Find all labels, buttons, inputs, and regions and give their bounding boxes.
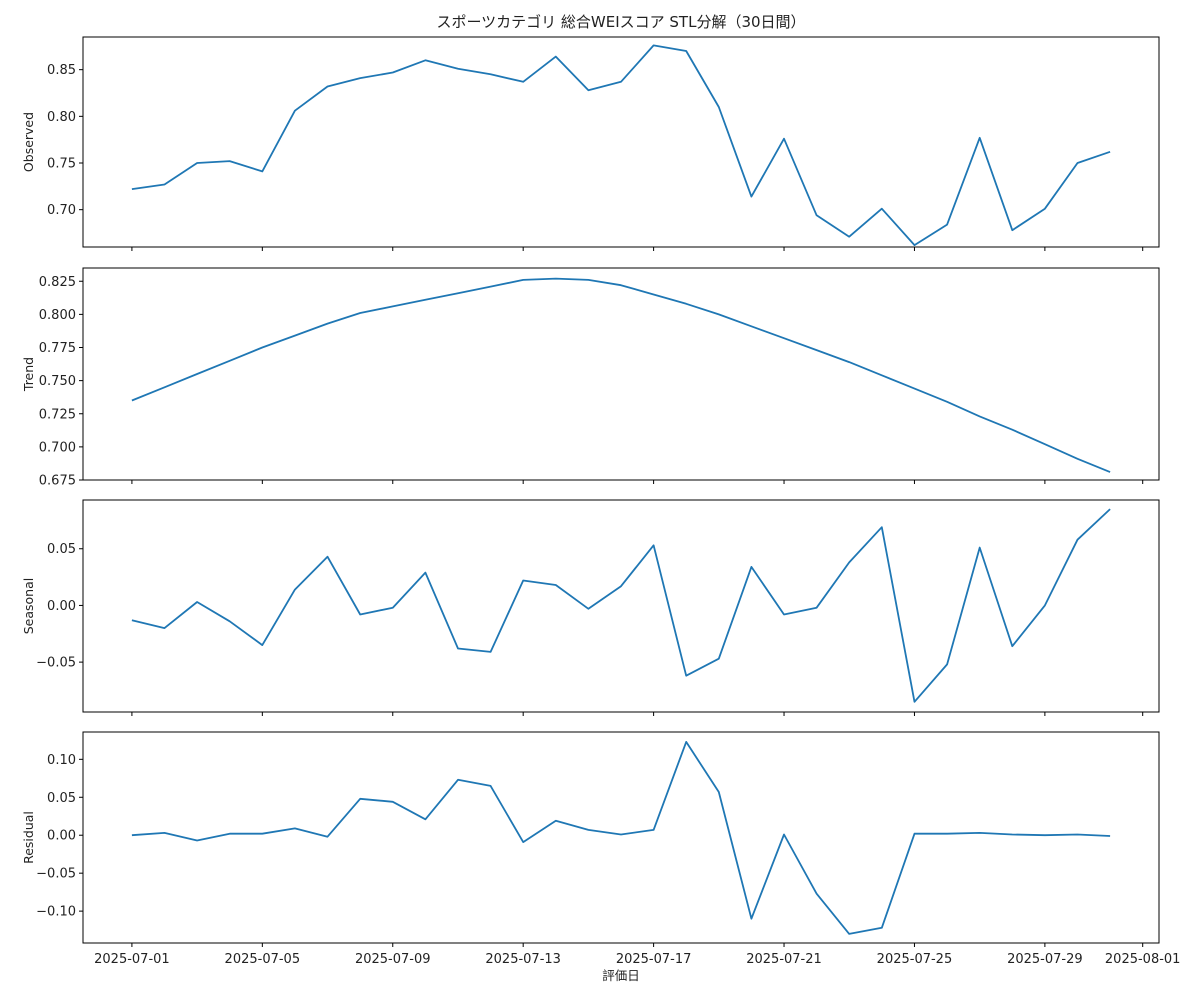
x-tick-label: 2025-07-09 bbox=[355, 952, 431, 967]
trend-y-tick-label: 0.800 bbox=[39, 308, 76, 323]
trend-y-tick-label: 0.675 bbox=[39, 474, 76, 489]
trend-y-tick-label: 0.825 bbox=[39, 275, 76, 290]
x-tick-label: 2025-07-21 bbox=[746, 952, 822, 967]
observed-y-tick-label: 0.80 bbox=[47, 110, 76, 125]
seasonal-y-tick-label: 0.05 bbox=[47, 542, 76, 557]
x-tick-label: 2025-08-01 bbox=[1105, 952, 1181, 967]
observed-y-axis-label: Observed bbox=[21, 112, 36, 172]
x-tick-label: 2025-07-05 bbox=[225, 952, 301, 967]
observed-y-tick-label: 0.70 bbox=[47, 203, 76, 218]
x-axis-label: 評価日 bbox=[602, 968, 640, 983]
observed-panel-frame bbox=[82, 36, 1160, 248]
x-tick-label: 2025-07-01 bbox=[94, 952, 170, 967]
seasonal-y-axis-label: Seasonal bbox=[21, 578, 36, 635]
trend-y-tick-label: 0.750 bbox=[39, 374, 76, 389]
trend-y-tick-label: 0.775 bbox=[39, 341, 76, 356]
residual-y-tick-label: 0.00 bbox=[47, 829, 76, 844]
x-tick-label: 2025-07-17 bbox=[616, 952, 692, 967]
trend-series-line bbox=[131, 277, 1111, 473]
trend-panel-frame bbox=[82, 267, 1160, 481]
x-tick-label: 2025-07-29 bbox=[1007, 952, 1083, 967]
trend-y-tick-label: 0.700 bbox=[39, 440, 76, 455]
residual-y-tick-label: 0.10 bbox=[47, 753, 76, 768]
residual-panel-frame bbox=[82, 731, 1160, 944]
chart-title: スポーツカテゴリ 総合WEIスコア STL分解（30日間） bbox=[436, 13, 805, 31]
residual-y-tick-label: −0.05 bbox=[36, 867, 76, 882]
trend-y-tick-label: 0.725 bbox=[39, 407, 76, 422]
residual-y-tick-label: −0.10 bbox=[36, 905, 76, 920]
trend-y-axis-label: Trend bbox=[21, 357, 36, 392]
residual-y-tick-label: 0.05 bbox=[47, 791, 76, 806]
seasonal-series-line bbox=[131, 508, 1111, 703]
observed-series-line bbox=[131, 44, 1111, 247]
residual-y-axis-label: Residual bbox=[21, 811, 36, 864]
x-tick-label: 2025-07-25 bbox=[877, 952, 953, 967]
x-tick-label: 2025-07-13 bbox=[485, 952, 561, 967]
residual-series-line bbox=[131, 741, 1111, 935]
observed-y-tick-label: 0.75 bbox=[47, 157, 76, 172]
observed-y-tick-label: 0.85 bbox=[47, 63, 76, 78]
seasonal-y-tick-label: −0.05 bbox=[36, 656, 76, 671]
seasonal-panel-frame bbox=[82, 499, 1160, 713]
seasonal-y-tick-label: 0.00 bbox=[47, 599, 76, 614]
